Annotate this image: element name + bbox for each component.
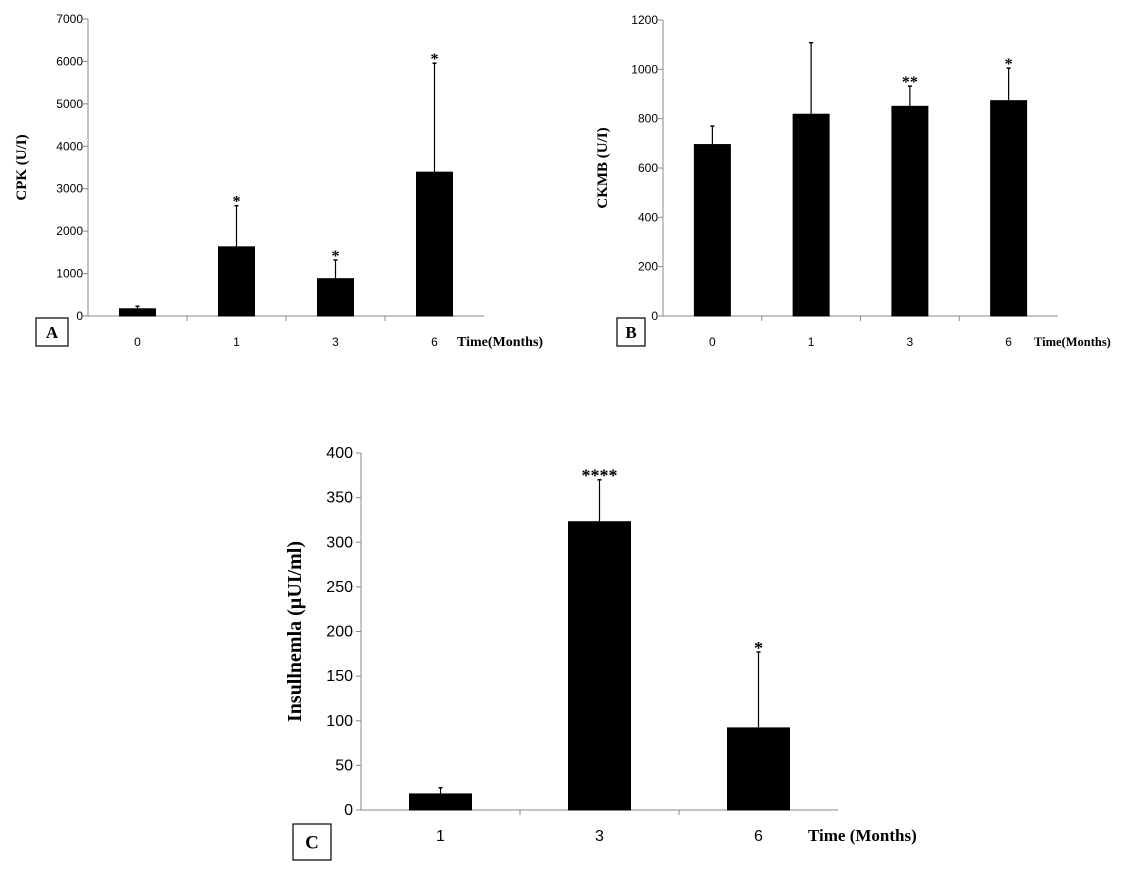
bar [409,793,472,811]
y-tick-label: 1200 [631,13,658,27]
bar [317,278,354,317]
x-tick-label: 6 [754,828,763,845]
y-tick-label: 800 [638,112,658,126]
y-tick-label: 0 [344,802,353,819]
bar [218,246,255,317]
bar [792,113,830,317]
significance-marker: * [431,51,439,68]
y-tick-label: 2000 [56,224,83,238]
y-tick-label: 300 [326,534,353,551]
x-tick-label: 6 [431,335,438,349]
x-tick-label: 3 [595,828,604,845]
y-tick-label: 200 [638,260,658,274]
panel-label: C [305,833,319,854]
bar [416,171,453,317]
bar [693,144,731,317]
panel-b-chart: 0 200 400 600 800 1000 1200 0 1 3 ** 6 * Time(Months)… [595,13,1111,349]
y-tick-label: 250 [326,579,353,596]
panel-label-box [35,317,69,347]
y-tick-label: 1000 [56,267,83,281]
panel-label: B [625,323,636,342]
x-tick-label: 1 [436,828,445,845]
panel-label-box [292,823,332,861]
significance-marker: * [754,638,763,658]
x-axis-title: Time(Months) [457,335,543,350]
y-axis-title: CKMB (U/I) [595,127,611,208]
x-tick-label: 1 [233,335,240,349]
x-tick-label: 0 [134,335,141,349]
y-tick-label: 400 [326,445,353,462]
y-tick-label: 7000 [56,12,83,26]
x-axis-title: Time(Months) [1034,335,1111,349]
y-tick-label: 200 [326,624,353,641]
bar [119,308,156,317]
x-tick-label: 0 [709,335,716,349]
y-tick-label: 350 [326,490,353,507]
bar [727,727,790,811]
y-tick-label: 50 [335,757,353,774]
bar [568,521,631,811]
x-tick-label: 1 [808,335,815,349]
y-tick-label: 5000 [56,97,83,111]
panel-c-chart: 0 50 100 150 200 250 300 350 400 1 3 **** 6 * Time (Mo… [284,445,917,861]
bar [891,105,929,317]
x-tick-label: 3 [907,335,914,349]
significance-marker: **** [582,466,618,486]
y-tick-label: 1000 [631,62,658,76]
y-tick-label: 150 [326,668,353,685]
y-tick-label: 400 [638,210,658,224]
y-tick-label: 6000 [56,54,83,68]
y-tick-label: 100 [326,713,353,730]
y-tick-label: 600 [638,161,658,175]
panel-label: A [46,323,59,342]
x-tick-label: 6 [1005,335,1012,349]
significance-marker: * [332,248,340,265]
y-tick-label: 4000 [56,139,83,153]
significance-marker: * [233,193,241,210]
x-axis-title: Time (Months) [808,826,917,845]
y-tick-label: 0 [76,309,83,323]
significance-marker: * [1005,56,1013,73]
significance-marker: ** [902,74,918,91]
panel-label-box [616,317,646,347]
panel-a-chart: 0 1000 2000 3000 4000 5000 6000 7000 0 1 * 3 * 6 * Time… [14,12,543,350]
y-axis-title: CPK (U/I) [14,134,30,200]
y-tick-label: 0 [651,309,658,323]
x-tick-label: 3 [332,335,339,349]
y-tick-label: 3000 [56,182,83,196]
y-axis-title: Insullnemla (µUI/ml) [284,541,306,722]
bar [990,100,1028,317]
